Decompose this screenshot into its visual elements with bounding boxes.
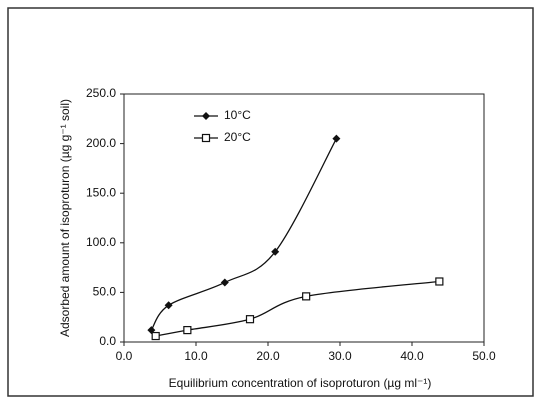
x-tick-label: 50.0 <box>472 349 496 363</box>
legend-label: 10°C <box>224 108 251 122</box>
series-line <box>155 280 440 337</box>
data-point <box>332 134 341 143</box>
plot-area <box>123 93 485 343</box>
x-tick-label: 10.0 <box>184 349 208 363</box>
data-point <box>302 292 311 301</box>
legend-marker <box>202 112 210 120</box>
data-point <box>164 301 173 310</box>
data-point <box>271 247 280 256</box>
y-tick-label: 200.0 <box>86 136 116 150</box>
data-point <box>151 331 160 341</box>
series-line <box>150 138 337 331</box>
y-tick-label: 0.0 <box>99 334 116 348</box>
data-point <box>245 315 255 324</box>
x-axis-label: Equilibrium concentration of isoproturon… <box>169 376 432 390</box>
y-tick-label: 150.0 <box>86 185 116 199</box>
y-tick-label: 50.0 <box>93 285 117 299</box>
data-point <box>220 278 229 287</box>
legend-marker <box>201 133 211 143</box>
data-point <box>183 325 192 335</box>
data-point <box>435 277 444 286</box>
y-axis-label: Adsorbed amount of isoproturon (µg g⁻¹ s… <box>58 99 72 337</box>
x-tick-label: 20.0 <box>256 349 280 363</box>
frame <box>7 7 534 397</box>
legend-label: 20°C <box>224 130 251 144</box>
x-tick-label: 30.0 <box>328 349 352 363</box>
y-tick-label: 250.0 <box>86 86 116 100</box>
y-tick-label: 100.0 <box>86 235 116 249</box>
x-tick-label: 0.0 <box>116 349 133 363</box>
x-tick-label: 40.0 <box>400 349 424 363</box>
